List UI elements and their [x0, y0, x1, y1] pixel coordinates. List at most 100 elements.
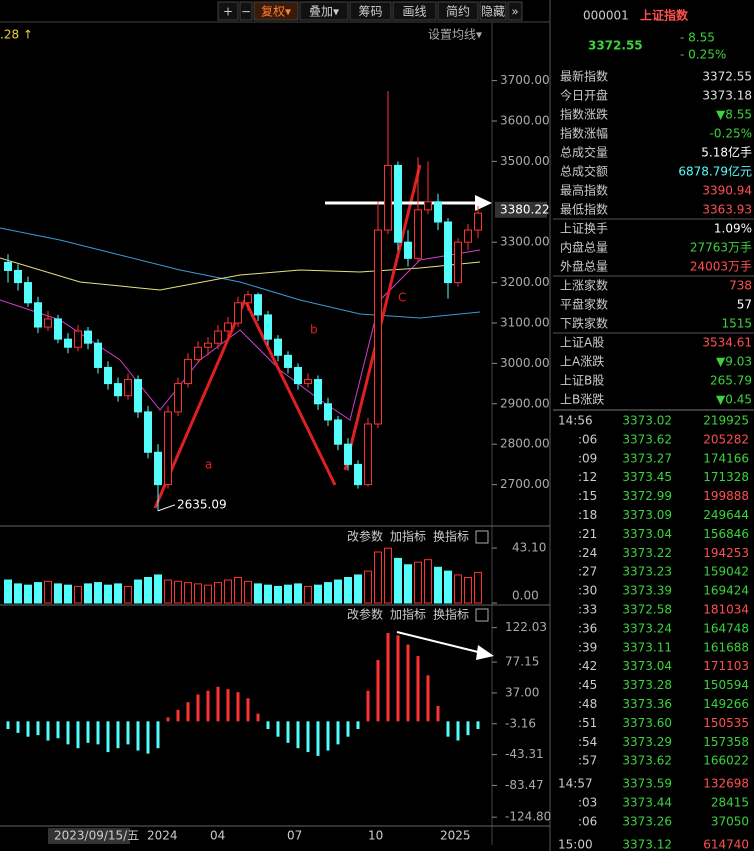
panel-button[interactable]: 加指标: [390, 529, 426, 544]
tick-time: :57: [578, 754, 597, 768]
quote-label: 最新指数: [560, 69, 608, 84]
candle-body: [294, 366, 302, 385]
toolbar-label[interactable]: −: [241, 5, 251, 19]
pct: - 0.25%: [680, 48, 726, 62]
volume-bar: [334, 579, 342, 604]
toolbar-label[interactable]: 复权▾: [261, 5, 291, 19]
close-button[interactable]: [475, 608, 489, 622]
macd-bar: [476, 721, 480, 730]
tick-price: 3372.99: [622, 489, 672, 503]
macd-bar: [206, 690, 210, 722]
toolbar-button[interactable]: [239, 1, 253, 21]
y-tick-label: -43.31: [505, 747, 544, 761]
macd-bar: [86, 721, 90, 743]
panel-button[interactable]: 改参数: [347, 529, 383, 544]
candle-body: [194, 346, 202, 360]
tick-time: :12: [578, 470, 597, 484]
candle-body: [94, 342, 102, 368]
quote-label: 指数涨幅: [560, 126, 608, 141]
close-button[interactable]: [475, 530, 489, 544]
panel-button[interactable]: 换指标: [433, 529, 469, 544]
date-box: [48, 828, 130, 844]
candle-body: [264, 314, 272, 340]
quote-label: 外盘总量: [560, 259, 608, 274]
tick-time: :54: [578, 735, 597, 749]
candle-body: [404, 241, 412, 259]
tick-time: :36: [578, 621, 597, 635]
tick-volume: 205282: [703, 432, 749, 446]
volume-bar: [34, 582, 42, 604]
toolbar-label[interactable]: 简约: [446, 4, 470, 19]
tick-time: :51: [578, 716, 597, 730]
candle-body: [74, 330, 82, 348]
volume-bar: [244, 580, 252, 604]
toolbar-label[interactable]: 筹码: [358, 5, 382, 19]
tick-price: 3373.26: [622, 814, 672, 828]
panel-button[interactable]: 换指标: [433, 607, 469, 622]
toolbar-button[interactable]: [392, 1, 437, 21]
toolbar-button[interactable]: [507, 1, 523, 21]
macd-bar: [456, 721, 460, 741]
toolbar-label[interactable]: 隐藏: [481, 5, 505, 19]
volume-bar: [144, 577, 152, 604]
candle-body: [34, 302, 42, 328]
tick-time: :27: [578, 565, 597, 579]
x-label: 04: [210, 829, 225, 843]
macd-bar: [96, 721, 100, 745]
candle-body: [334, 419, 342, 445]
tick-time: :39: [578, 640, 597, 654]
candle-body: [314, 379, 322, 405]
volume-bar: [414, 561, 422, 604]
tick-time: :48: [578, 697, 597, 711]
macd-bar: [136, 721, 140, 751]
toolbar-label[interactable]: +: [223, 5, 233, 19]
candle-body: [344, 443, 352, 465]
volume-bar: [374, 551, 382, 604]
tick-price: 3373.11: [622, 640, 672, 654]
toolbar-label[interactable]: 画线: [402, 5, 426, 19]
tick-time: :30: [578, 584, 597, 598]
toolbar-button[interactable]: [437, 1, 479, 21]
tick-volume: 181034: [703, 603, 749, 617]
volume-bar: [464, 577, 472, 604]
toolbar-button[interactable]: [253, 1, 299, 21]
volume-bar: [274, 585, 282, 604]
macd-bar: [236, 692, 240, 722]
ma-line: [0, 257, 481, 291]
tick-volume: 194253: [703, 546, 749, 560]
volume-bar: [224, 579, 232, 604]
macd-bar: [126, 721, 130, 745]
toolbar-label[interactable]: 叠加▾: [309, 5, 339, 19]
volume-bar: [154, 574, 162, 604]
toolbar-button[interactable]: [299, 1, 349, 21]
annotation: a: [205, 458, 212, 472]
macd-bar: [106, 721, 110, 753]
quote-label: 上B涨跌: [560, 392, 604, 407]
macd-bar: [156, 721, 160, 749]
macd-bar: [316, 721, 320, 756]
volume-bar: [364, 570, 372, 604]
macd-bar: [396, 635, 400, 722]
tick-price: 3373.36: [622, 697, 672, 711]
candle-body: [164, 411, 172, 486]
panel-button[interactable]: 改参数: [347, 607, 383, 622]
tick-price: 3373.04: [622, 659, 672, 673]
toolbar-button[interactable]: [217, 1, 239, 21]
tick-time: :09: [578, 451, 597, 465]
panel-button[interactable]: 加指标: [390, 607, 426, 622]
candle-body: [414, 209, 422, 259]
y-tick-label: 2800.00: [500, 437, 550, 451]
toolbar-button[interactable]: [349, 1, 392, 21]
macd-bar: [116, 721, 120, 749]
toolbar-button[interactable]: [479, 1, 507, 21]
quote-value: 3363.93: [702, 203, 752, 217]
ma-line: [0, 227, 481, 319]
macd-bar: [376, 659, 380, 722]
candle-body: [384, 164, 392, 231]
hand-arrow: [343, 164, 422, 471]
tick-price: 3373.09: [622, 508, 672, 522]
tick-time: :03: [578, 796, 597, 810]
candle-body: [464, 229, 472, 243]
toolbar-label[interactable]: »: [511, 5, 518, 19]
